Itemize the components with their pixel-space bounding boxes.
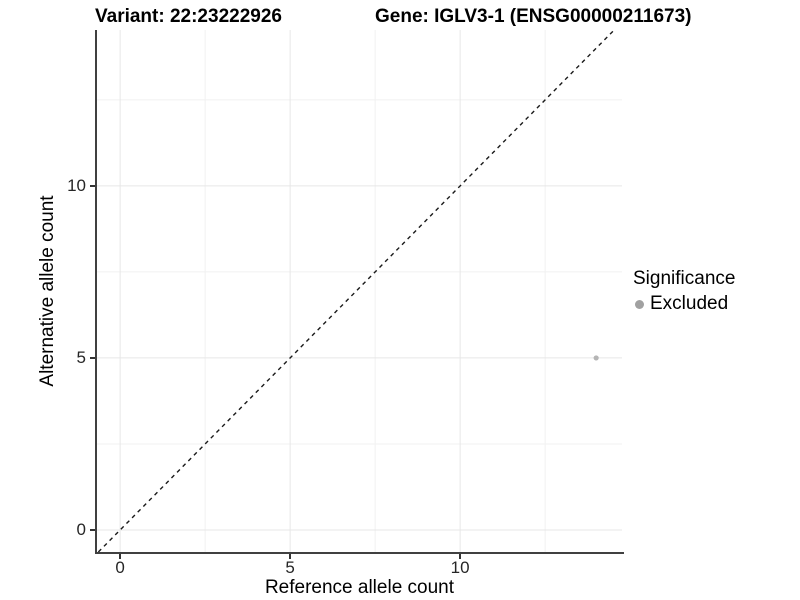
x-axis-title: Reference allele count [264, 577, 455, 598]
legend-point-icon [635, 299, 644, 309]
x-tick-label: 0 [115, 558, 125, 577]
plot-canvas [97, 30, 622, 552]
legend-title: Significance [633, 268, 736, 289]
plot-title-gene: Gene: IGLV3-1 (ENSG00000211673) [375, 6, 692, 27]
x-tick-label: 10 [450, 558, 470, 577]
plot-panel [97, 30, 622, 552]
x-tick-mark [289, 554, 292, 559]
plot-title-variant: Variant: 22:23222926 [95, 6, 282, 27]
y-tick-label: 5 [76, 347, 86, 367]
y-tick-label: 10 [67, 175, 86, 195]
y-tick-mark [90, 356, 95, 359]
y-tick-label: 0 [76, 519, 86, 539]
x-tick-label: 5 [285, 558, 295, 577]
identity-line [97, 30, 615, 552]
y-tick-mark [90, 528, 95, 531]
legend: Significance Excluded [633, 267, 735, 315]
x-tick-mark [119, 554, 122, 559]
y-tick-mark [90, 184, 95, 187]
x-axis-line [95, 552, 624, 554]
legend-item-excluded: Excluded [633, 293, 735, 315]
data-point [593, 355, 599, 361]
x-tick-mark [459, 554, 462, 559]
legend-item-label: Excluded [650, 293, 729, 314]
y-axis-title: Alternative allele count [37, 195, 58, 387]
y-axis-line [95, 30, 97, 554]
